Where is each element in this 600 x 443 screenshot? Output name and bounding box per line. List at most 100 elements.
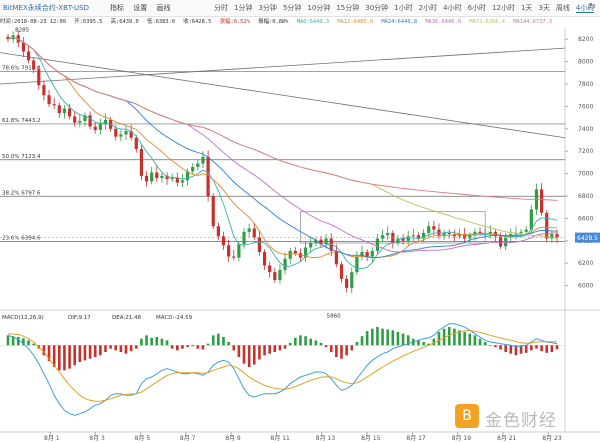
x-tick-label: 8月 23 [542, 435, 562, 442]
refresh-icon[interactable]: ↻ [588, 2, 596, 12]
macd-bar [78, 345, 82, 362]
candle-body [83, 115, 87, 121]
macd-dif-line [7, 323, 558, 416]
x-tick-label: 8月 19 [452, 435, 472, 442]
candle-body [329, 238, 333, 251]
candle-body [319, 239, 323, 245]
x-tick-label: 8月 5 [135, 435, 151, 442]
symbol-title[interactable]: BitMEX永续合约-XBT-USD [3, 4, 89, 12]
timeframe-tab-14[interactable]: 周线 [555, 4, 570, 12]
timeframe-tab-9[interactable]: 4小时 [443, 4, 462, 12]
timeframe-tab-8[interactable]: 2小时 [418, 4, 438, 12]
candle-body [350, 272, 354, 288]
timeframe-tab-10[interactable]: 6小时 [467, 4, 487, 12]
timeframe-tab-1[interactable]: 1分钟 [234, 4, 253, 12]
timeframe-tab-5[interactable]: 15分钟 [336, 4, 360, 12]
brand-logo-icon: B [455, 404, 479, 428]
candle-body [78, 120, 82, 123]
macd-bar [437, 332, 441, 346]
macd-bar [278, 345, 282, 351]
macd-bar [145, 335, 148, 346]
x-tick-label: 8月 1 [44, 435, 60, 442]
macd-bar [155, 337, 159, 346]
macd-bar [58, 345, 61, 371]
candle-body [62, 108, 67, 114]
timeframe-tab-15[interactable]: 4小时 [575, 4, 595, 13]
macd-bar [555, 345, 559, 350]
candle-body [278, 269, 282, 280]
macd-bar [83, 345, 87, 361]
macd-bar [73, 345, 77, 366]
timeframe-tab-3[interactable]: 5分钟 [282, 4, 302, 12]
candle-body [457, 234, 462, 237]
candle-body [114, 128, 118, 137]
drawing-button[interactable]: 画线 [156, 4, 171, 12]
candle-body [191, 166, 195, 172]
ma72-line [7, 36, 558, 239]
macd-bar [468, 333, 472, 346]
candle-body [360, 252, 364, 257]
ma24-line [7, 36, 558, 259]
timeframe-tab-11[interactable]: 12小时 [492, 4, 515, 12]
watermark: B 金色财经 [455, 404, 595, 431]
fib-level-label: 78.6% 7911.0 [2, 66, 41, 72]
macd-bar [32, 343, 35, 346]
candle-body [216, 226, 220, 237]
candle-body [273, 272, 277, 280]
info-ma24: MA24:6449.8 [381, 19, 418, 25]
macd-bar [206, 343, 210, 346]
fib-level-label: 50.0% 7123.4 [2, 154, 41, 160]
indicator-button[interactable]: 指标 [110, 4, 124, 12]
candle-body [309, 243, 313, 248]
x-tick-label: 8月 7 [180, 435, 196, 442]
info-open: 开:6395.5 [74, 19, 103, 25]
candle-body [237, 244, 241, 258]
y-tick-label: 7000 [578, 171, 593, 178]
settings-button[interactable]: 设置 [133, 4, 148, 12]
candle-body [185, 171, 190, 181]
macd-bar [165, 340, 169, 346]
info-high: 高:6439.0 [110, 19, 139, 25]
macd-bar [294, 337, 297, 346]
macd-bar [119, 345, 123, 352]
macd-bar [514, 345, 518, 356]
macd-bar [535, 345, 538, 349]
macd-bar [401, 333, 405, 346]
macd-bar [88, 345, 92, 359]
macd-bar [150, 337, 153, 346]
timeframe-tab-0[interactable]: 分时 [214, 4, 228, 12]
candle-body [252, 228, 256, 238]
macd-bar [227, 342, 230, 346]
timeframe-tab-7[interactable]: 1小时 [394, 4, 413, 12]
timeframe-tab-6[interactable]: 30分钟 [365, 4, 389, 12]
timeframe-tab-12[interactable]: 1天 [520, 4, 533, 12]
macd-bar [63, 345, 66, 371]
x-tick-label: 8月 3 [89, 435, 105, 442]
candle-body [103, 119, 108, 125]
macd-bar [22, 338, 25, 346]
macd-bar [381, 328, 384, 346]
y-tick-label: 6800 [578, 193, 593, 200]
candle-body [416, 235, 421, 239]
timeframe-tab-13[interactable]: 3天 [538, 4, 550, 12]
macd-bar [463, 332, 466, 346]
info-close: 收:6428.5 [183, 19, 212, 25]
candle-body [26, 51, 31, 61]
macd-bar [247, 345, 251, 367]
y-tick-label: 8200 [578, 36, 593, 43]
macd-bar [519, 345, 523, 354]
x-tick-label: 8月 21 [497, 435, 517, 442]
candle-body [196, 163, 200, 167]
macd-bar [237, 345, 241, 357]
macd-bar [417, 340, 420, 346]
macd-dea-line [7, 330, 558, 402]
y-tick-label: 7600 [578, 103, 593, 110]
timeframe-tab-2[interactable]: 3分钟 [258, 4, 277, 12]
macd-bar [432, 338, 436, 346]
macd-bar [453, 328, 456, 346]
candle-body [175, 178, 179, 183]
macd-bar [329, 345, 333, 352]
macd-bar [252, 345, 256, 365]
timeframe-tab-4[interactable]: 10分钟 [307, 4, 331, 12]
